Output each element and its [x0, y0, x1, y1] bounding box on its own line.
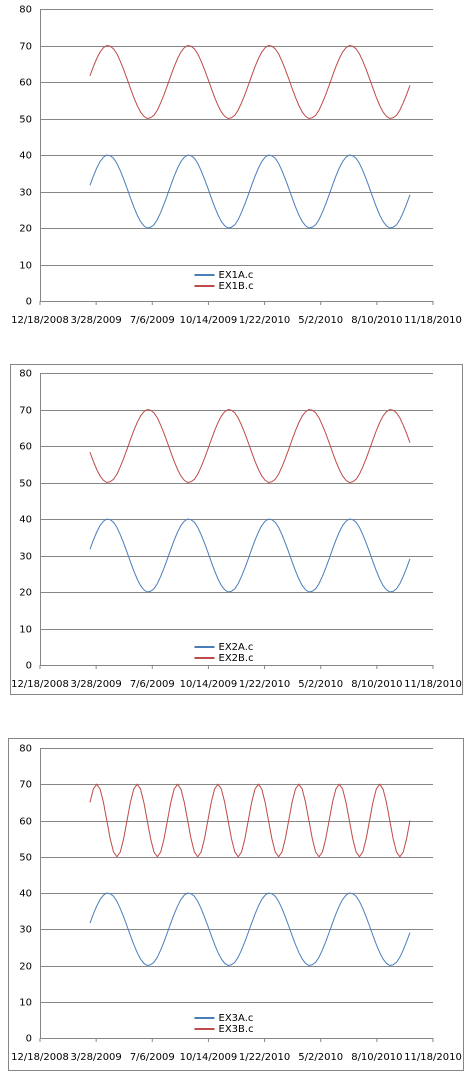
x-tick-label: 5/2/2010 — [298, 315, 343, 326]
chart-frame — [8, 738, 464, 1071]
y-tick-label: 10 — [19, 998, 32, 1009]
y-tick-label: 60 — [19, 78, 32, 89]
y-tick-label: 40 — [19, 889, 32, 900]
line-series — [89, 783, 411, 858]
x-tick-label: 12/18/2008 — [11, 315, 69, 326]
x-tick-label: 11/18/2010 — [404, 679, 462, 690]
y-tick-label: 30 — [19, 925, 32, 936]
x-tick-label: 12/18/2008 — [11, 1052, 69, 1063]
x-tick-label: 7/6/2009 — [130, 315, 175, 326]
y-tick-label: 10 — [19, 625, 32, 636]
line-series — [89, 518, 411, 593]
y-tick-label: 70 — [19, 42, 32, 53]
x-tick-label: 8/10/2010 — [351, 679, 402, 690]
y-tick-label: 80 — [19, 369, 32, 380]
x-tick-label: 11/18/2010 — [404, 315, 462, 326]
legend-label: EX2B.c — [219, 653, 254, 664]
y-tick-label: 80 — [19, 5, 32, 16]
line-series — [89, 154, 411, 229]
y-tick-label: 80 — [19, 744, 32, 755]
legend-label: EX1B.c — [219, 281, 254, 292]
y-tick-label: 70 — [19, 406, 32, 417]
chart-frame — [10, 364, 463, 695]
y-tick-label: 40 — [19, 515, 32, 526]
y-tick-label: 30 — [19, 188, 32, 199]
y-tick-label: 60 — [19, 442, 32, 453]
x-tick-label: 3/28/2009 — [71, 679, 122, 690]
line-series — [89, 44, 411, 120]
y-tick-label: 30 — [19, 552, 32, 563]
x-tick-label: 1/22/2010 — [239, 315, 290, 326]
y-tick-label: 20 — [19, 962, 32, 973]
y-tick-label: 10 — [19, 261, 32, 272]
x-tick-label: 3/28/2009 — [71, 1052, 122, 1063]
y-tick-label: 0 — [26, 661, 32, 672]
x-tick-label: 5/2/2010 — [298, 1052, 343, 1063]
legend-label: EX3B.c — [219, 1024, 254, 1035]
x-tick-label: 1/22/2010 — [239, 1052, 290, 1063]
y-tick-label: 20 — [19, 224, 32, 235]
y-tick-label: 60 — [19, 817, 32, 828]
x-tick-label: 10/14/2009 — [180, 1052, 238, 1063]
y-tick-label: 20 — [19, 588, 32, 599]
x-tick-label: 8/10/2010 — [351, 1052, 402, 1063]
legend-label: EX3A.c — [219, 1013, 254, 1024]
y-tick-label: 0 — [26, 1034, 32, 1045]
x-tick-label: 7/6/2009 — [130, 679, 175, 690]
x-tick-label: 10/14/2009 — [180, 679, 238, 690]
x-tick-label: 11/18/2010 — [404, 1052, 462, 1063]
y-tick-label: 40 — [19, 151, 32, 162]
y-tick-label: 50 — [19, 115, 32, 126]
x-tick-label: 5/2/2010 — [298, 679, 343, 690]
line-series — [89, 892, 411, 967]
legend-label: EX2A.c — [219, 642, 254, 653]
legend-label: EX1A.c — [219, 270, 254, 281]
y-tick-label: 50 — [19, 479, 32, 490]
x-tick-label: 12/18/2008 — [11, 679, 69, 690]
x-tick-label: 3/28/2009 — [71, 315, 122, 326]
y-tick-label: 50 — [19, 853, 32, 864]
y-tick-label: 0 — [26, 297, 32, 308]
x-tick-label: 7/6/2009 — [130, 1052, 175, 1063]
line-series — [89, 408, 411, 484]
x-tick-label: 1/22/2010 — [239, 679, 290, 690]
y-tick-label: 70 — [19, 780, 32, 791]
x-tick-label: 10/14/2009 — [180, 315, 238, 326]
x-tick-label: 8/10/2010 — [351, 315, 402, 326]
